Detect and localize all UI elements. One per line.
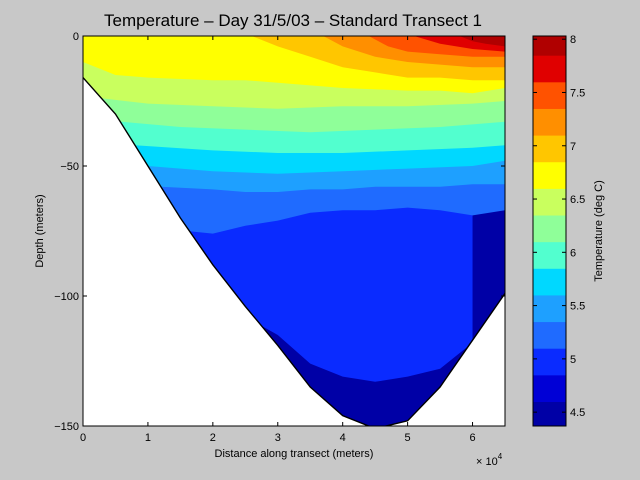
colorbar-label: Temperature (deg C) <box>593 180 605 282</box>
colorbar-band-5-35 <box>533 294 566 323</box>
y-tick-label: −150 <box>54 421 79 433</box>
colorbar-band-7-35 <box>533 81 566 109</box>
colorbar-tick-label: 5 <box>570 354 576 366</box>
axes-frame <box>82 35 506 427</box>
y-tick-label: −100 <box>54 291 79 303</box>
colorbar-tick-label: 4.5 <box>570 407 585 419</box>
x-multiplier-exponent: 4 <box>498 452 503 461</box>
bottom-profile-line <box>83 77 505 426</box>
colorbar-band-7-85 <box>533 36 566 56</box>
contour-band-7-85 <box>459 36 505 47</box>
colorbar-tick-label: 7 <box>570 141 576 153</box>
contour-fills <box>83 36 505 426</box>
seabed-land <box>83 77 505 426</box>
bottom-profile <box>83 77 505 426</box>
chart-title: Temperature – Day 31/5/03 – Standard Tra… <box>104 11 482 30</box>
y-axis-ticks: −150 −100 −50 0 <box>54 31 505 433</box>
colorbar-tick-label: 8 <box>570 34 576 46</box>
colorbar-band-5-6 <box>533 268 566 296</box>
x-tick-label: 0 <box>80 432 86 444</box>
x-multiplier-base: × 10 <box>476 456 498 468</box>
colorbar-band-7-1 <box>533 108 566 136</box>
colorbar-band-4-85 <box>533 348 566 376</box>
x-tick-label: 2 <box>210 432 216 444</box>
colorbar-band-4-6 <box>533 374 566 402</box>
colorbar-tick-label: 6.5 <box>570 194 585 206</box>
y-axis-label: Depth (meters) <box>34 194 46 267</box>
colorbar-tick-label: 7.5 <box>570 87 585 99</box>
colorbar-ticks: 4.5 5 5.5 6 6.5 7 7.5 8 <box>533 34 585 419</box>
colorbar-band-5-85 <box>533 241 566 269</box>
colorbar-band-5-1 <box>533 321 566 349</box>
colorbar-frame <box>532 35 567 427</box>
colorbar-bands <box>533 36 566 427</box>
colorbar-band-4-37 <box>533 401 566 427</box>
x-axis-ticks: 0 1 2 3 4 5 6 <box>80 36 476 444</box>
colorbar-tick-label: 5.5 <box>570 301 585 313</box>
y-tick-label: −50 <box>60 161 79 173</box>
x-tick-label: 4 <box>340 432 346 444</box>
colorbar-band-6-1 <box>533 215 566 243</box>
colorbar-band-6-35 <box>533 188 566 216</box>
x-tick-label: 5 <box>405 432 411 444</box>
colorbar-band-6-6 <box>533 161 566 189</box>
colorbar-band-6-85 <box>533 135 566 163</box>
x-tick-label: 6 <box>469 432 475 444</box>
plot-area: 0 1 2 3 4 5 6 −150 −100 −50 0 <box>54 31 506 444</box>
y-tick-label: 0 <box>73 31 79 43</box>
colorbar-tick-label: 6 <box>570 247 576 259</box>
x-axis-multiplier: × 104 <box>476 452 503 468</box>
colorbar: 4.5 5 5.5 6 6.5 7 7.5 8 Temperature (deg C) <box>532 34 605 427</box>
x-axis-label: Distance along transect (meters) <box>215 448 374 460</box>
x-tick-label: 3 <box>275 432 281 444</box>
x-tick-label: 1 <box>145 432 151 444</box>
colorbar-band-7-6 <box>533 55 566 83</box>
